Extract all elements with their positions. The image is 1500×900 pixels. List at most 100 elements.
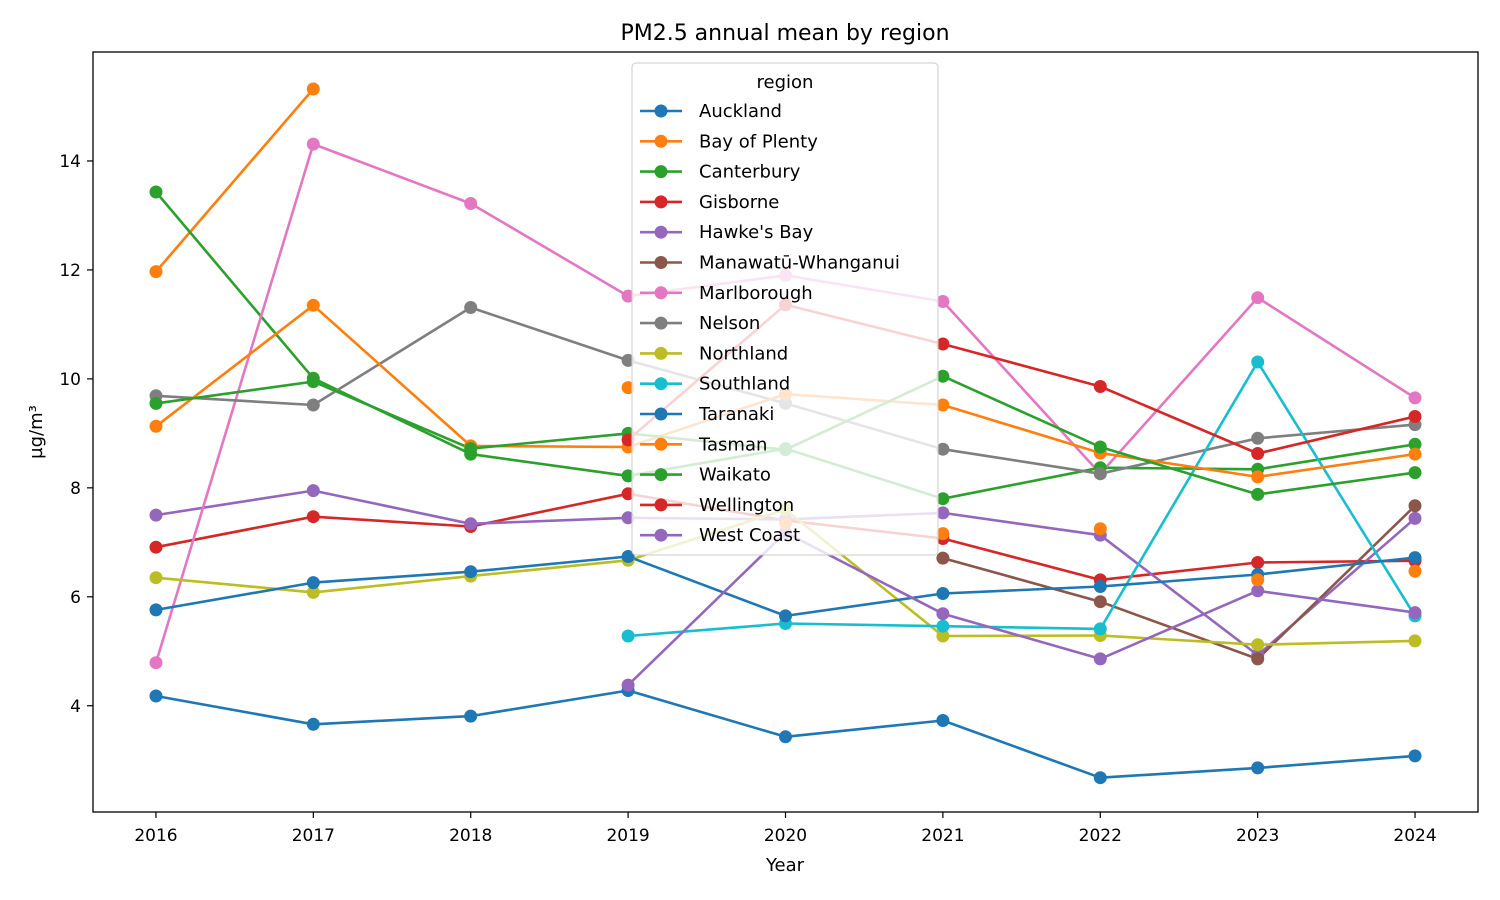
x-tick-label-2022: 2022 — [1079, 826, 1122, 846]
data-point-nelson-2022 — [1093, 467, 1107, 481]
data-point-nelson-2021 — [936, 442, 950, 456]
data-point-tasman-2016 — [149, 419, 163, 433]
legend-marker-bay-of-plenty — [654, 134, 668, 148]
data-point-marlborough-2016 — [149, 656, 163, 670]
legend-marker-taranaki — [654, 407, 668, 421]
data-point-waikato-2021 — [936, 369, 950, 383]
data-point-auckland-2022 — [1093, 771, 1107, 785]
data-point-northland-2021 — [936, 629, 950, 643]
data-point-tasman-2024 — [1408, 447, 1422, 461]
legend-label-hawke-s-bay: Hawke's Bay — [699, 222, 814, 243]
data-point-auckland-2024 — [1408, 749, 1422, 763]
legend-marker-waikato — [654, 468, 668, 482]
legend-marker-auckland — [654, 104, 668, 118]
data-point-marlborough-2023 — [1251, 291, 1265, 305]
x-axis-label: Year — [765, 855, 805, 876]
legend-items: Auckland Bay of Plenty Canterbury Gisborne H… — [640, 101, 900, 546]
data-point-marlborough-2017 — [306, 137, 320, 151]
x-tick-label-2016: 2016 — [134, 826, 177, 846]
data-point-bay-of-plenty-2017 — [306, 82, 320, 96]
data-point-auckland-2017 — [306, 717, 320, 731]
data-point-taranaki-2022 — [1093, 580, 1107, 593]
data-point-hawke-s-bay-2021 — [936, 506, 950, 520]
legend-marker-manawatu-whanganui — [654, 256, 668, 269]
x-tick-label-2017: 2017 — [292, 826, 335, 846]
data-point-tasman-2021 — [936, 398, 950, 412]
legend-label-bay-of-plenty: Bay of Plenty — [699, 131, 818, 152]
data-point-marlborough-2024 — [1408, 391, 1422, 405]
data-point-waikato-2018 — [464, 442, 478, 456]
data-point-tasman-2021-extra — [936, 527, 950, 541]
series-line-west-coast — [626, 531, 1417, 687]
data-point-hawke-s-bay-2024 — [1408, 511, 1422, 525]
data-point-waikato-2017 — [306, 375, 320, 389]
data-point-auckland-2023 — [1251, 761, 1265, 775]
data-point-marlborough-2019 — [621, 289, 635, 303]
data-point-southland-2023 — [1251, 355, 1265, 369]
data-point-gisborne-2019 — [621, 487, 635, 501]
y-tick-label-10: 10 — [59, 370, 81, 390]
data-point-hawke-s-bay-2018 — [464, 517, 478, 531]
data-point-nelson-2018 — [464, 301, 478, 314]
data-point-canterbury-2016 — [149, 185, 163, 199]
y-axis-ticks: 4 6 8 10 12 14 — [59, 152, 93, 717]
legend-title: region — [757, 72, 814, 93]
data-point-manawatu-whanganui-2021 — [936, 551, 950, 565]
data-point-nelson-2017 — [306, 398, 320, 412]
chart-title: PM2.5 annual mean by region — [620, 21, 949, 46]
legend-marker-nelson — [654, 316, 668, 330]
legend-marker-west-coast — [654, 528, 668, 542]
data-point-tasman-2019-extra — [621, 381, 635, 395]
data-point-west-coast-2022 — [1093, 652, 1107, 666]
legend-label-wellington: Wellington — [699, 495, 794, 516]
data-point-taranaki-2020 — [779, 609, 792, 623]
data-point-nelson-2019 — [621, 353, 635, 367]
data-point-hawke-s-bay-2019 — [621, 511, 635, 525]
data-point-canterbury-2021 — [936, 492, 950, 506]
data-point-northland-2017 — [306, 585, 320, 599]
data-point-wellington-2023 — [1251, 447, 1265, 460]
data-point-southland-2019 — [621, 629, 635, 643]
legend-marker-canterbury — [654, 165, 668, 179]
data-point-taranaki-2019 — [621, 550, 635, 563]
series-line-manawatu-whanganui — [941, 504, 1417, 661]
data-point-wellington-2019 — [621, 433, 635, 447]
legend-label-tasman: Tasman — [698, 434, 767, 455]
data-point-northland-2023 — [1251, 638, 1265, 652]
x-tick-label-2023: 2023 — [1236, 826, 1279, 846]
data-point-tasman-2024-extra — [1408, 564, 1422, 578]
data-point-tasman-2022-extra — [1093, 522, 1107, 536]
legend-label-west-coast: West Coast — [699, 525, 800, 546]
y-axis-label: µg/m³ — [26, 405, 47, 459]
legend-label-southland: Southland — [699, 374, 790, 395]
legend-label-manawatu-whanganui: Manawatū-Whanganui — [699, 253, 900, 274]
data-point-gisborne-2016 — [149, 540, 163, 554]
legend-label-gisborne: Gisborne — [699, 192, 779, 213]
legend-label-canterbury: Canterbury — [699, 162, 801, 183]
series-line-bay-of-plenty — [154, 87, 315, 273]
data-point-auckland-2020 — [779, 730, 792, 744]
data-point-marlborough-2018 — [464, 197, 478, 210]
data-point-manawatu-whanganui-2022 — [1093, 595, 1107, 609]
data-point-canterbury-2019 — [621, 469, 635, 483]
data-point-tasman-2023-extra — [1251, 573, 1265, 587]
legend-label-northland: Northland — [699, 343, 788, 364]
legend-marker-southland — [654, 377, 668, 391]
data-point-west-coast-2019 — [621, 678, 635, 692]
y-tick-label-6: 6 — [70, 588, 81, 608]
data-point-tasman-2023 — [1251, 470, 1265, 484]
data-point-hawke-s-bay-2016 — [149, 508, 163, 522]
y-tick-label-14: 14 — [59, 152, 81, 172]
data-point-tasman-2017 — [306, 298, 320, 312]
data-point-canterbury-2024 — [1408, 437, 1422, 451]
y-tick-label-4: 4 — [70, 697, 81, 717]
data-point-northland-2024 — [1408, 634, 1422, 648]
data-point-hawke-s-bay-2017 — [306, 484, 320, 498]
legend: region Auckland Bay of Plenty Canterbury Gi… — [631, 62, 939, 556]
legend-label-waikato: Waikato — [699, 465, 771, 486]
data-point-west-coast-2021 — [936, 607, 950, 621]
data-point-taranaki-2017 — [306, 576, 320, 590]
data-point-northland-2016 — [149, 571, 163, 585]
legend-marker-hawke-s-bay — [654, 225, 668, 239]
